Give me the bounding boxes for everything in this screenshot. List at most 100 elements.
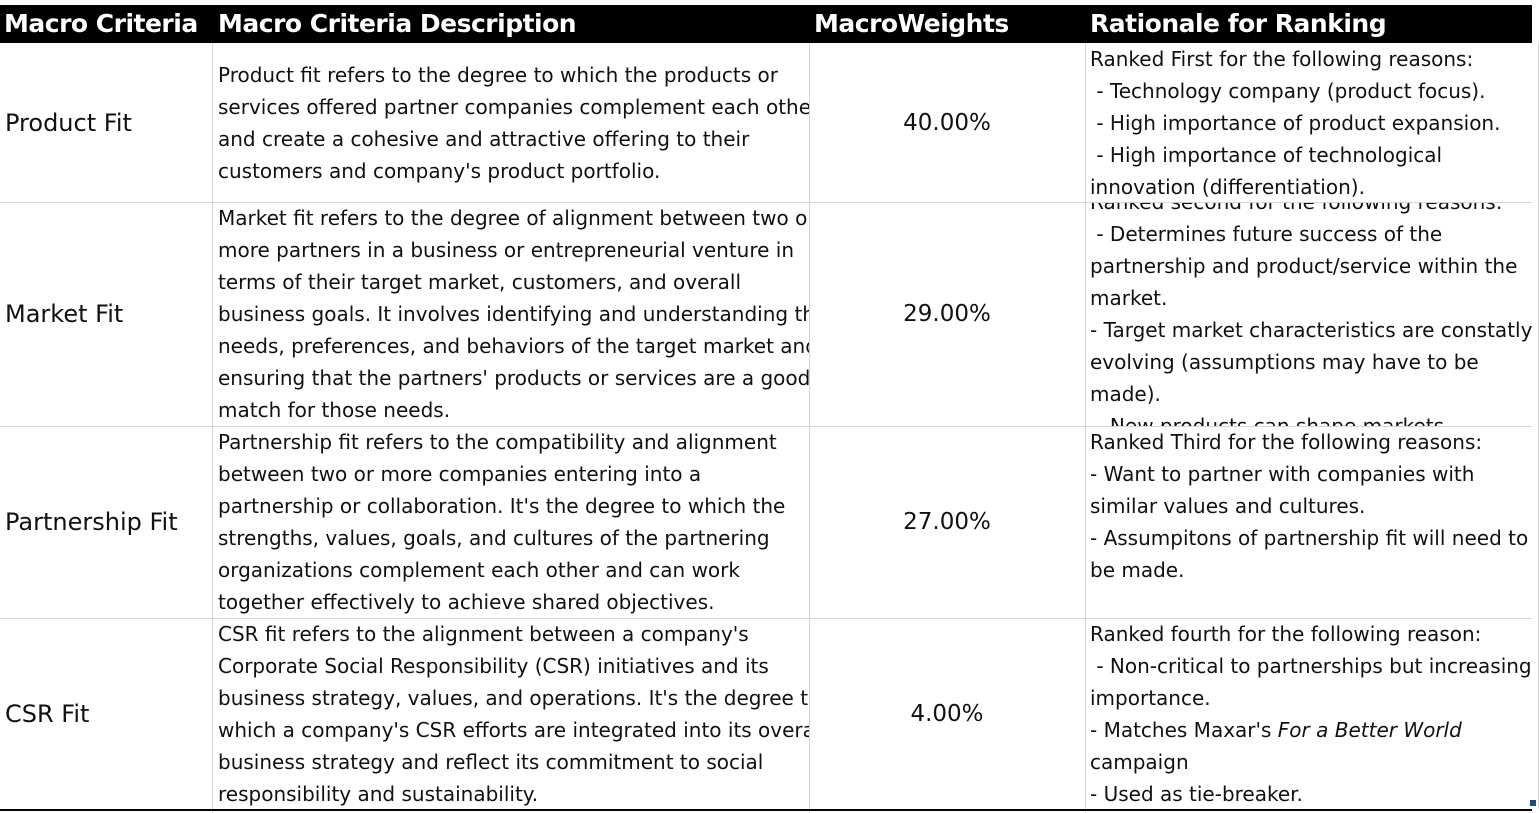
weight-value: 27.00%: [903, 509, 991, 535]
rationale-line: - Technology company (product focus).: [1090, 79, 1486, 103]
description-line: business goals. It involves identifying …: [218, 302, 809, 326]
rationale-line: innovation (differentiation).: [1090, 175, 1365, 199]
description-text: Partnership fit refers to the compatibil…: [218, 426, 805, 618]
rationale-line: be made.: [1090, 558, 1185, 582]
table-bottom-border: [0, 809, 1532, 811]
rationale-line: market.: [1090, 286, 1168, 310]
description-cell[interactable]: Market fit refers to the degree of align…: [212, 202, 809, 426]
description-line: Corporate Social Responsibility (CSR) in…: [218, 654, 769, 678]
fill-handle[interactable]: [1530, 800, 1536, 806]
rationale-text: Ranked First for the following reasons: …: [1090, 43, 1530, 202]
weight-value: 40.00%: [903, 109, 991, 136]
description-line: customers and company's product portfoli…: [218, 159, 661, 183]
rationale-line: - Determines future success of the: [1090, 222, 1443, 246]
description-cell[interactable]: Product fit refers to the degree to whic…: [212, 43, 809, 202]
description-line: partnership or collaboration. It's the d…: [218, 494, 786, 518]
description-line: together effectively to achieve shared o…: [218, 590, 715, 614]
rationale-line: - Matches Maxar's For a Better World: [1090, 714, 1530, 746]
description-text: CSR fit refers to the alignment between …: [218, 618, 809, 809]
table-row: CSR Fit CSR fit refers to the alignment …: [0, 618, 1532, 809]
description-line: needs, preferences, and behaviors of the…: [218, 334, 809, 358]
rationale-line: partnership and product/service within t…: [1090, 254, 1518, 278]
rationale-line: Ranked second for the following reasons:: [1090, 202, 1503, 214]
rationale-text: Ranked second for the following reasons:…: [1090, 202, 1532, 426]
description-line: CSR fit refers to the alignment between …: [218, 622, 749, 646]
weight-cell[interactable]: 4.00%: [809, 618, 1085, 809]
table-row: Product Fit Product fit refers to the de…: [0, 43, 1532, 202]
description-text: Product fit refers to the degree to whic…: [218, 59, 809, 187]
header-macro-weights[interactable]: MacroWeights: [814, 9, 1009, 38]
description-cell[interactable]: CSR fit refers to the alignment between …: [212, 618, 809, 809]
description-text: Market fit refers to the degree of align…: [218, 202, 809, 426]
rationale-line: - High importance of product expansion.: [1090, 111, 1501, 135]
rationale-cell[interactable]: Ranked First for the following reasons: …: [1085, 43, 1532, 202]
weight-value: 4.00%: [910, 700, 984, 727]
rationale-line: evolving (assumptions may have to be: [1090, 350, 1479, 374]
rationale-line: - High importance of technological: [1090, 143, 1443, 167]
campaign-name-italic: For a Better World: [1277, 718, 1462, 742]
table-row: Partnership Fit Partnership fit refers t…: [0, 426, 1532, 618]
rationale-line: made).: [1090, 382, 1161, 406]
description-line: strengths, values, goals, and cultures o…: [218, 526, 770, 550]
table-row: Market Fit Market fit refers to the degr…: [0, 202, 1532, 426]
sheet-right-margin: [1532, 0, 1540, 813]
description-line: organizations complement each other and …: [218, 558, 740, 582]
column-divider: [1085, 43, 1086, 813]
rationale-line: Ranked fourth for the following reason:: [1090, 622, 1482, 646]
criteria-name: Product Fit: [5, 108, 132, 137]
criteria-cell[interactable]: Product Fit: [0, 43, 212, 202]
description-line: terms of their target market, customers,…: [218, 270, 741, 294]
rationale-line: - Non-critical to partnerships but incre…: [1090, 654, 1532, 678]
rationale-line: - Assumpitons of partnership fit will ne…: [1090, 526, 1529, 550]
header-macro-criteria-description[interactable]: Macro Criteria Description: [218, 9, 577, 38]
description-line: ensuring that the partners' products or …: [218, 366, 809, 390]
description-line: business strategy and reflect its commit…: [218, 750, 764, 774]
criteria-cell[interactable]: Market Fit: [0, 202, 212, 426]
rationale-line: - Target market characteristics are cons…: [1090, 318, 1532, 342]
rationale-cell[interactable]: Ranked second for the following reasons:…: [1085, 202, 1532, 426]
rationale-line: - Used as tie-breaker.: [1090, 782, 1303, 806]
criteria-cell[interactable]: Partnership Fit: [0, 426, 212, 618]
description-line: Partnership fit refers to the compatibil…: [218, 430, 777, 454]
header-rationale[interactable]: Rationale for Ranking: [1090, 9, 1387, 38]
description-line: match for those needs.: [218, 398, 451, 422]
description-line: Product fit refers to the degree to whic…: [218, 63, 778, 87]
description-line: responsibility and sustainability.: [218, 782, 539, 806]
weight-cell[interactable]: 40.00%: [809, 43, 1085, 202]
rationale-text: Ranked fourth for the following reason: …: [1090, 618, 1532, 809]
rationale-line: Ranked First for the following reasons:: [1090, 47, 1474, 71]
column-divider: [212, 43, 213, 813]
rationale-line: - Want to partner with companies with: [1090, 462, 1475, 486]
row-divider: [0, 202, 1532, 203]
column-divider: [1538, 43, 1539, 809]
rationale-cell[interactable]: Ranked fourth for the following reason: …: [1085, 618, 1532, 809]
row-divider: [0, 426, 1532, 427]
description-line: business strategy, values, and operation…: [218, 686, 809, 710]
header-row: Macro Criteria Macro Criteria Descriptio…: [0, 5, 1532, 43]
description-line: Market fit refers to the degree of align…: [218, 206, 809, 230]
weight-cell[interactable]: 27.00%: [809, 426, 1085, 618]
rationale-line: importance.: [1090, 686, 1211, 710]
row-divider: [0, 618, 1532, 619]
rationale-line: Ranked Third for the following reasons:: [1090, 430, 1483, 454]
description-line: services offered partner companies compl…: [218, 95, 809, 119]
rationale-line: - New products can shape markets.: [1090, 414, 1451, 426]
rationale-cell[interactable]: Ranked Third for the following reasons: …: [1085, 426, 1532, 618]
description-line: more partners in a business or entrepren…: [218, 238, 795, 262]
description-line: and create a cohesive and attractive off…: [218, 127, 750, 151]
criteria-name: CSR Fit: [5, 699, 90, 728]
column-divider: [809, 43, 810, 813]
criteria-name: Partnership Fit: [5, 508, 178, 536]
rationale-text-segment: - Matches Maxar's: [1090, 718, 1278, 742]
rationale-line: campaign: [1090, 750, 1189, 774]
criteria-cell[interactable]: CSR Fit: [0, 618, 212, 809]
weight-value: 29.00%: [903, 301, 991, 327]
weight-cell[interactable]: 29.00%: [809, 202, 1085, 426]
description-line: which a company's CSR efforts are integr…: [218, 718, 809, 742]
rationale-line: similar values and cultures.: [1090, 494, 1366, 518]
criteria-name: Market Fit: [5, 300, 124, 328]
header-macro-criteria[interactable]: Macro Criteria: [4, 9, 198, 38]
description-cell[interactable]: Partnership fit refers to the compatibil…: [212, 426, 809, 618]
rationale-text: Ranked Third for the following reasons: …: [1090, 426, 1530, 586]
